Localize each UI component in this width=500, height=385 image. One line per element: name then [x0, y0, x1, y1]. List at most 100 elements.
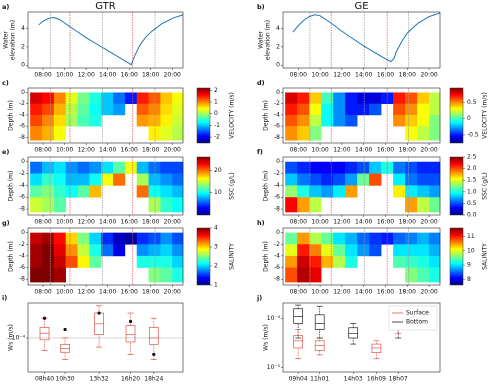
heatmap-cell: [417, 197, 430, 213]
heatmap-cell: [417, 232, 430, 245]
heatmap-cell: [53, 114, 66, 127]
colorbar-tick-label: 11: [467, 233, 475, 240]
colorbar-tick-label: 3: [214, 244, 218, 251]
heatmap-cell: [124, 161, 138, 174]
heatmap-cell: [41, 232, 55, 245]
heatmap-cell: [321, 173, 334, 186]
colorbar: [449, 87, 464, 144]
heatmap-cell: [77, 92, 90, 105]
x-tick-label: 10:00: [311, 147, 328, 154]
colorbar-tick-label: 0.0: [467, 212, 477, 219]
colorbar-tick-label: 8: [467, 276, 471, 283]
x-tick-label: 14:00: [99, 72, 116, 79]
heatmap-cell: [65, 244, 78, 257]
heatmap-cell: [160, 103, 173, 116]
y-tick-label: -6: [274, 194, 280, 201]
heatmap-cell: [321, 255, 334, 268]
heatmap-cell: [172, 244, 184, 257]
heatmap-cell: [77, 185, 90, 198]
x-tick-label: 08:00: [290, 289, 307, 296]
heatmap-cell: [309, 197, 322, 213]
x-tick-label: 08:00: [290, 219, 307, 226]
y-tick-label: -4: [274, 182, 280, 189]
heatmap-cell: [345, 161, 358, 174]
colorbar-label: SSC (g/L): [482, 172, 489, 200]
heatmap-cell: [309, 92, 322, 105]
heatmap-cell: [285, 244, 298, 257]
heatmap-cell: [405, 267, 418, 283]
heatmap-cell: [393, 103, 406, 116]
heatmap-cell: [89, 114, 102, 127]
heatmap-cell: [30, 161, 43, 174]
heatmap-cell: [405, 197, 418, 213]
heatmap-cell: [77, 103, 90, 116]
y-tick-label: -8: [19, 206, 25, 213]
heatmap-cell: [405, 173, 418, 186]
heatmap-cell: [160, 255, 173, 268]
heatmap-cell: [101, 92, 114, 105]
heatmap-cell: [148, 114, 161, 127]
heatmap-cell: [172, 267, 184, 283]
heatmap-cell: [41, 161, 55, 174]
colorbar-tick-label: 20: [214, 167, 222, 174]
heatmap-cell: [89, 103, 102, 116]
x-tick-label: 10:00: [56, 72, 73, 79]
heatmap-cell: [172, 114, 184, 127]
y-tick-label: -8: [274, 134, 280, 141]
heatmap-cell: [148, 92, 161, 105]
x-tick-label: 14:00: [355, 72, 372, 79]
heatmap-cell: [30, 232, 43, 245]
heatmap-cell: [285, 126, 298, 141]
heatmap-cell: [148, 255, 161, 268]
heatmap-cell: [285, 267, 298, 283]
heatmap-cell: [405, 103, 418, 116]
heatmap-cell: [417, 185, 430, 198]
dot: [128, 319, 133, 324]
y-tick-label: -8: [19, 276, 25, 283]
colorbar: [196, 87, 211, 144]
heatmap-cell: [297, 244, 310, 257]
x-tick-label: 18h07: [389, 376, 408, 383]
y-axis-label: Water: [3, 31, 10, 49]
heatmap-cell: [30, 255, 43, 268]
heatmap-cell: [65, 232, 78, 245]
heatmap-cell: [41, 103, 55, 116]
heatmap-cell: [30, 103, 43, 116]
heatmap-cell: [113, 232, 126, 245]
heatmap-cell: [65, 173, 78, 186]
heatmap-cell: [321, 114, 334, 127]
panel-letter: a): [2, 3, 9, 11]
colorbar-tick-label: 9: [467, 262, 471, 269]
x-tick-label: 12:00: [77, 289, 94, 296]
heatmap-cell: [89, 244, 102, 257]
colorbar: [196, 156, 211, 216]
heatmap-cell: [148, 197, 161, 213]
x-tick-label: 12:00: [333, 72, 350, 79]
heatmap-cell: [53, 92, 66, 105]
heatmap-cell: [136, 173, 149, 186]
axes-frame: [27, 87, 184, 144]
heatmap-cell: [417, 126, 430, 141]
heatmap-cell: [309, 255, 322, 268]
colorbar-tick-label: -0.5: [467, 131, 479, 138]
heatmap-cell: [297, 197, 310, 213]
heatmap-cell: [30, 126, 43, 141]
heatmap-cell: [160, 197, 173, 213]
heatmap-cell: [41, 255, 55, 268]
heatmap-cell: [369, 161, 382, 174]
heatmap-cell: [101, 244, 114, 257]
x-tick-label: 08:00: [34, 72, 51, 79]
box: [293, 335, 303, 349]
heatmap-cell: [405, 161, 418, 174]
heatmap-cell: [369, 92, 382, 105]
colorbar-tick-label: 10: [467, 247, 475, 254]
panel-letter: e): [2, 148, 9, 156]
colorbar-tick-label: 1: [214, 282, 218, 289]
column-title: GE: [354, 1, 368, 12]
heatmap-cell: [148, 126, 161, 141]
heatmap-cell: [53, 126, 66, 141]
axes-frame: [27, 156, 184, 216]
heatmap-cell: [101, 103, 114, 116]
colorbar-label: SSC (g/L): [229, 172, 236, 200]
heatmap-cell: [30, 114, 43, 127]
